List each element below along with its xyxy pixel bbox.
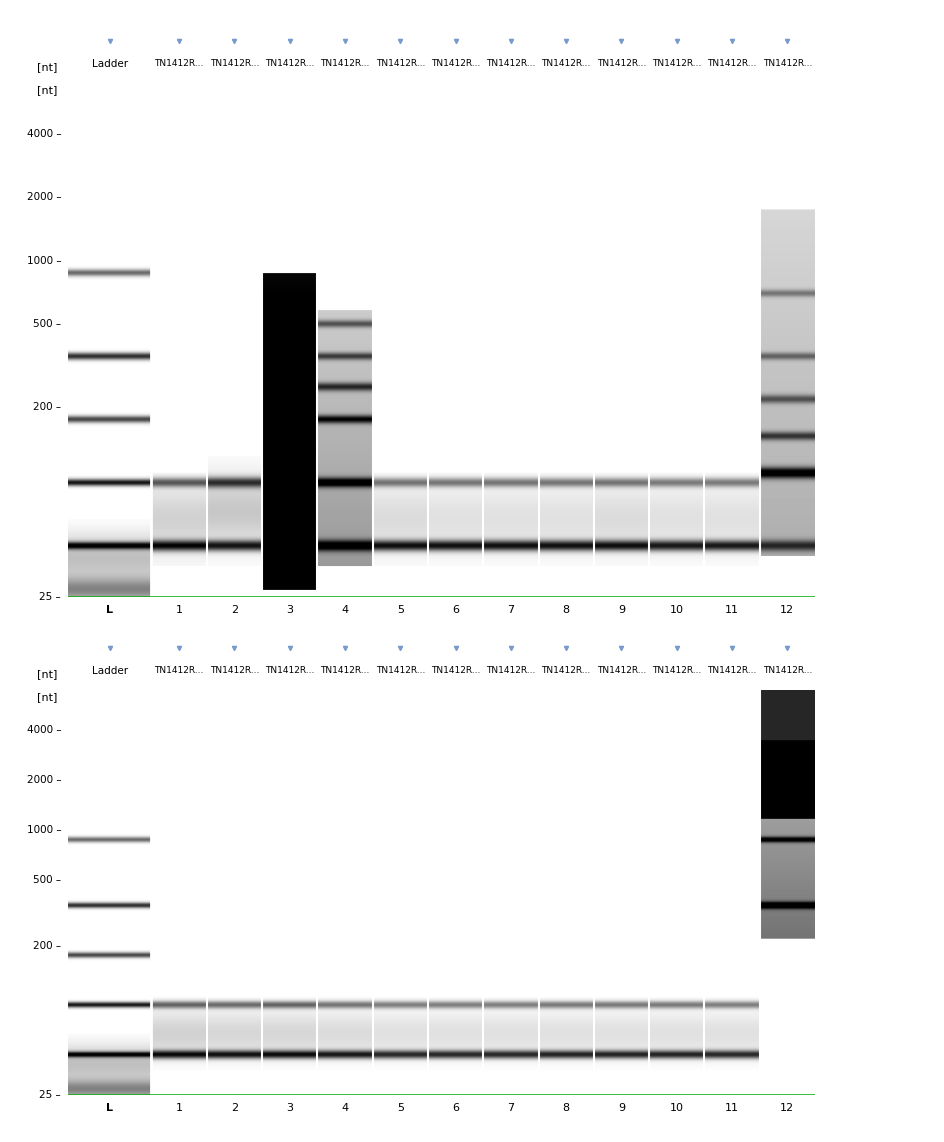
Text: TN1412R...: TN1412R... <box>651 666 700 675</box>
Text: 4: 4 <box>341 1102 348 1112</box>
Text: L: L <box>106 604 113 614</box>
Text: 6: 6 <box>451 604 459 614</box>
Text: 500 –: 500 – <box>33 875 61 885</box>
Text: TN1412R...: TN1412R... <box>597 59 646 69</box>
Text: 8: 8 <box>562 1102 569 1112</box>
Text: 200 –: 200 – <box>33 402 61 412</box>
Text: TN1412R...: TN1412R... <box>762 59 811 69</box>
Text: 10: 10 <box>669 604 683 614</box>
Text: L: L <box>106 1102 113 1112</box>
Text: 11: 11 <box>724 604 738 614</box>
Text: 5: 5 <box>396 1102 403 1112</box>
Text: 500 –: 500 – <box>33 319 61 329</box>
Text: 1: 1 <box>176 604 182 614</box>
Text: TN1412R...: TN1412R... <box>210 59 259 69</box>
Text: TN1412R...: TN1412R... <box>210 666 259 675</box>
Text: TN1412R...: TN1412R... <box>707 59 756 69</box>
Text: 6: 6 <box>451 1102 459 1112</box>
Text: Ladder: Ladder <box>92 59 127 69</box>
Text: 10: 10 <box>669 1102 683 1112</box>
Text: TN1412R...: TN1412R... <box>651 59 700 69</box>
Text: 25 –: 25 – <box>40 592 61 602</box>
Text: 1: 1 <box>176 1102 182 1112</box>
Text: 25 –: 25 – <box>40 1089 61 1100</box>
Text: TN1412R...: TN1412R... <box>154 59 204 69</box>
Text: 3: 3 <box>286 604 293 614</box>
Text: 2000 –: 2000 – <box>26 775 61 785</box>
Text: [nt]: [nt] <box>38 692 58 701</box>
Text: 4000 –: 4000 – <box>26 725 61 735</box>
Text: TN1412R...: TN1412R... <box>485 59 535 69</box>
Text: 5: 5 <box>396 604 403 614</box>
Text: [nt]: [nt] <box>38 669 58 679</box>
Text: 2: 2 <box>230 604 238 614</box>
Text: 4: 4 <box>341 604 348 614</box>
Text: 8: 8 <box>562 604 569 614</box>
Text: 9: 9 <box>617 604 624 614</box>
Text: TN1412R...: TN1412R... <box>597 666 646 675</box>
Text: 3: 3 <box>286 1102 293 1112</box>
Text: [nt]: [nt] <box>38 62 58 72</box>
Text: TN1412R...: TN1412R... <box>375 666 425 675</box>
Text: 1000 –: 1000 – <box>26 825 61 835</box>
Text: 4000 –: 4000 – <box>26 129 61 139</box>
Text: 7: 7 <box>507 1102 514 1112</box>
Text: TN1412R...: TN1412R... <box>430 59 480 69</box>
Text: 12: 12 <box>780 1102 794 1112</box>
Text: 11: 11 <box>724 1102 738 1112</box>
Text: 1000 –: 1000 – <box>26 256 61 265</box>
Text: TN1412R...: TN1412R... <box>541 666 590 675</box>
Text: TN1412R...: TN1412R... <box>762 666 811 675</box>
Text: 12: 12 <box>780 604 794 614</box>
Text: TN1412R...: TN1412R... <box>320 666 369 675</box>
Text: TN1412R...: TN1412R... <box>430 666 480 675</box>
Text: 7: 7 <box>507 604 514 614</box>
Text: 2: 2 <box>230 1102 238 1112</box>
Text: Ladder: Ladder <box>92 666 127 676</box>
Text: TN1412R...: TN1412R... <box>154 666 204 675</box>
Text: TN1412R...: TN1412R... <box>485 666 535 675</box>
Text: TN1412R...: TN1412R... <box>375 59 425 69</box>
Text: [nt]: [nt] <box>38 85 58 95</box>
Text: 200 –: 200 – <box>33 941 61 950</box>
Text: TN1412R...: TN1412R... <box>320 59 369 69</box>
Text: TN1412R...: TN1412R... <box>264 59 314 69</box>
Text: 9: 9 <box>617 1102 624 1112</box>
Text: TN1412R...: TN1412R... <box>264 666 314 675</box>
Text: 2000 –: 2000 – <box>26 192 61 202</box>
Text: TN1412R...: TN1412R... <box>541 59 590 69</box>
Text: TN1412R...: TN1412R... <box>707 666 756 675</box>
